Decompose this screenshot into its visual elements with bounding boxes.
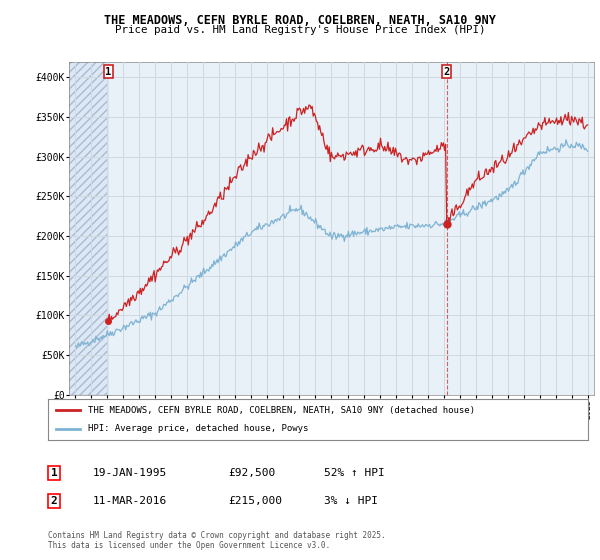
Text: 2: 2 bbox=[443, 67, 450, 77]
Text: £215,000: £215,000 bbox=[228, 496, 282, 506]
Bar bbox=[69, 62, 108, 395]
Text: Contains HM Land Registry data © Crown copyright and database right 2025.
This d: Contains HM Land Registry data © Crown c… bbox=[48, 531, 386, 550]
Text: 1: 1 bbox=[105, 67, 112, 77]
Text: THE MEADOWS, CEFN BYRLE ROAD, COELBREN, NEATH, SA10 9NY: THE MEADOWS, CEFN BYRLE ROAD, COELBREN, … bbox=[104, 14, 496, 27]
Text: 2: 2 bbox=[50, 496, 58, 506]
Text: THE MEADOWS, CEFN BYRLE ROAD, COELBREN, NEATH, SA10 9NY (detached house): THE MEADOWS, CEFN BYRLE ROAD, COELBREN, … bbox=[89, 405, 476, 414]
Text: HPI: Average price, detached house, Powys: HPI: Average price, detached house, Powy… bbox=[89, 424, 309, 433]
Text: 3% ↓ HPI: 3% ↓ HPI bbox=[324, 496, 378, 506]
Text: Price paid vs. HM Land Registry's House Price Index (HPI): Price paid vs. HM Land Registry's House … bbox=[115, 25, 485, 35]
Text: 52% ↑ HPI: 52% ↑ HPI bbox=[324, 468, 385, 478]
Text: £92,500: £92,500 bbox=[228, 468, 275, 478]
Text: 11-MAR-2016: 11-MAR-2016 bbox=[93, 496, 167, 506]
Text: 1: 1 bbox=[50, 468, 58, 478]
Text: 19-JAN-1995: 19-JAN-1995 bbox=[93, 468, 167, 478]
